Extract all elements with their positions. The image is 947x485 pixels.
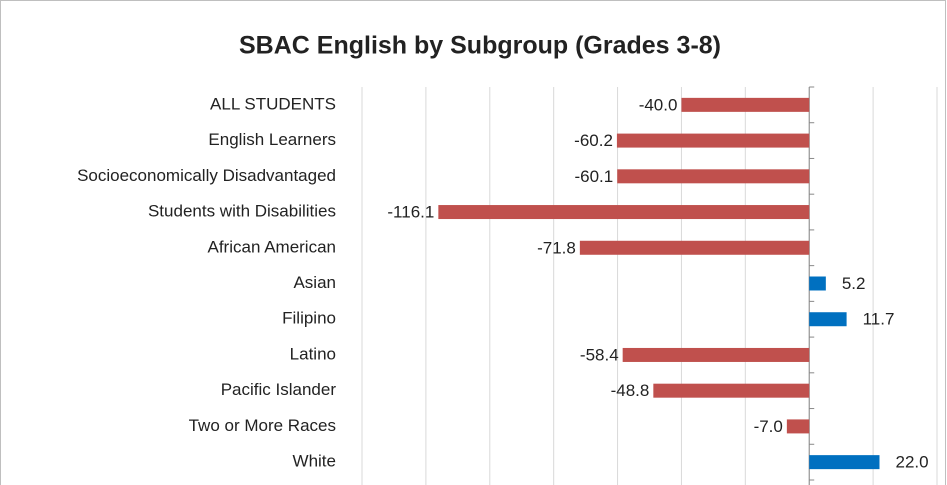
bar xyxy=(579,240,810,255)
value-label: -71.8 xyxy=(537,238,576,257)
value-label: -116.1 xyxy=(387,203,434,222)
category-label: Two or More Races xyxy=(189,416,336,435)
category-label: Students with Disabilities xyxy=(148,202,336,221)
bar xyxy=(622,347,810,362)
bar xyxy=(809,312,847,327)
bar xyxy=(617,169,810,184)
value-label: -60.2 xyxy=(574,131,613,150)
category-label: Socioeconomically Disadvantaged xyxy=(77,166,336,185)
value-label: 11.7 xyxy=(863,310,895,329)
chart-title: SBAC English by Subgroup (Grades 3-8) xyxy=(239,32,721,60)
bar xyxy=(653,383,810,398)
category-label: Asian xyxy=(293,273,336,292)
category-label: Pacific Islander xyxy=(221,380,337,399)
bar xyxy=(809,455,880,470)
category-label: English Learners xyxy=(208,130,336,149)
value-label: -7.0 xyxy=(754,417,783,436)
value-label: 5.2 xyxy=(842,274,866,293)
bar xyxy=(786,419,810,434)
bar xyxy=(809,276,826,291)
value-label: 22.0 xyxy=(896,453,929,472)
category-label: Filipino xyxy=(282,309,336,328)
category-label: ALL STUDENTS xyxy=(210,94,336,113)
category-label: African American xyxy=(208,237,337,256)
value-label: -58.4 xyxy=(580,345,619,364)
value-label: -48.8 xyxy=(611,381,650,400)
value-label: -40.0 xyxy=(639,95,678,114)
value-label: -60.1 xyxy=(574,167,613,186)
category-label: White xyxy=(293,452,336,471)
bar xyxy=(438,205,810,220)
bar xyxy=(681,97,810,112)
category-label: Latino xyxy=(290,344,336,363)
bar xyxy=(616,133,810,148)
